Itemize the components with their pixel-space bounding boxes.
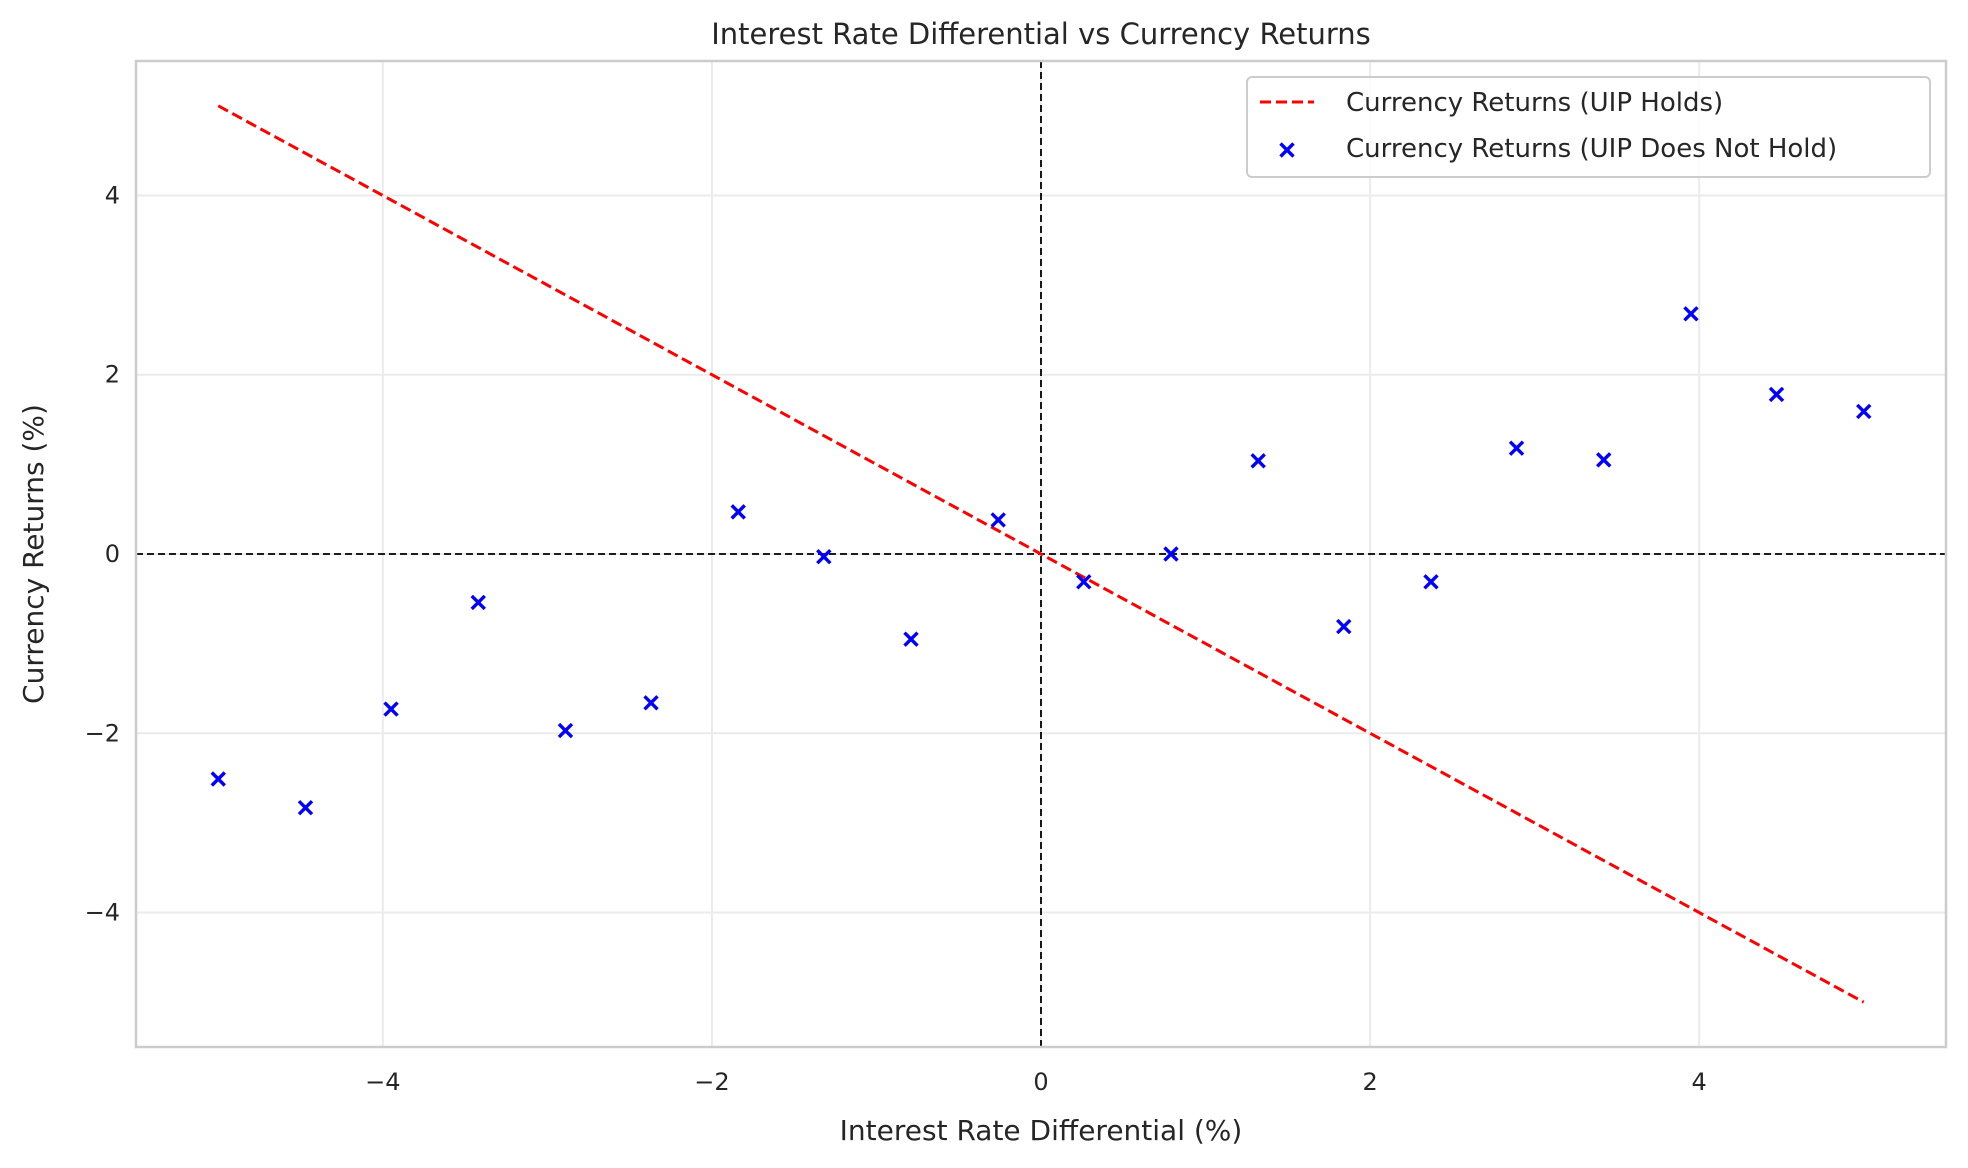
uip-holds-line <box>217 104 1865 1004</box>
scatter-point <box>903 631 919 647</box>
x-tick-label: 0 <box>1033 1068 1048 1096</box>
scatter-point <box>816 548 832 565</box>
legend-entry-label: Currency Returns (UIP Holds) <box>1346 88 1723 118</box>
scatter-point <box>557 722 574 739</box>
scatter-point <box>1856 403 1872 420</box>
legend-entry-label: Currency Returns (UIP Does Not Hold) <box>1346 134 1837 164</box>
y-tick-label: 2 <box>105 361 120 389</box>
x-axis-label: Interest Rate Differential (%) <box>840 1114 1243 1147</box>
scatter-point <box>1596 452 1612 468</box>
scatter-point <box>1076 574 1092 590</box>
scatter-point <box>470 594 486 611</box>
scatter-point <box>1683 306 1699 322</box>
scatter-point <box>1768 386 1785 403</box>
y-tick-label: −2 <box>85 719 120 747</box>
scatter-point <box>730 504 746 520</box>
y-tick-label: −4 <box>85 899 120 927</box>
scatter-point <box>643 695 659 711</box>
x-tick-label: 4 <box>1692 1068 1707 1096</box>
y-axis-label: Currency Returns (%) <box>17 404 50 704</box>
scatter-point <box>297 799 314 816</box>
scatter-point <box>1423 574 1439 590</box>
scatter-point <box>1250 453 1266 469</box>
scatter-point <box>1336 618 1352 635</box>
scatter-point <box>1163 546 1179 562</box>
series-layer <box>210 104 1872 1004</box>
chart-title: Interest Rate Differential vs Currency R… <box>711 17 1371 51</box>
scatter-point <box>210 771 226 787</box>
tick-labels: −4 −2 0 2 4 −4 −2 0 2 4 <box>85 181 1707 1096</box>
x-tick-label: −2 <box>694 1068 729 1096</box>
scatter-point <box>990 512 1006 528</box>
legend-box <box>1246 76 1931 178</box>
y-tick-label: 4 <box>105 181 120 209</box>
x-tick-label: −4 <box>365 1068 400 1096</box>
legend: Currency Returns (UIP Holds) Currency Ret… <box>1246 76 1931 178</box>
y-tick-label: 0 <box>105 540 120 568</box>
scatter-point <box>1508 440 1525 456</box>
legend-marker-swatch <box>1279 142 1295 158</box>
plot-frame <box>134 59 1948 1049</box>
x-tick-label: 2 <box>1362 1068 1377 1096</box>
scatter-point <box>383 701 399 717</box>
